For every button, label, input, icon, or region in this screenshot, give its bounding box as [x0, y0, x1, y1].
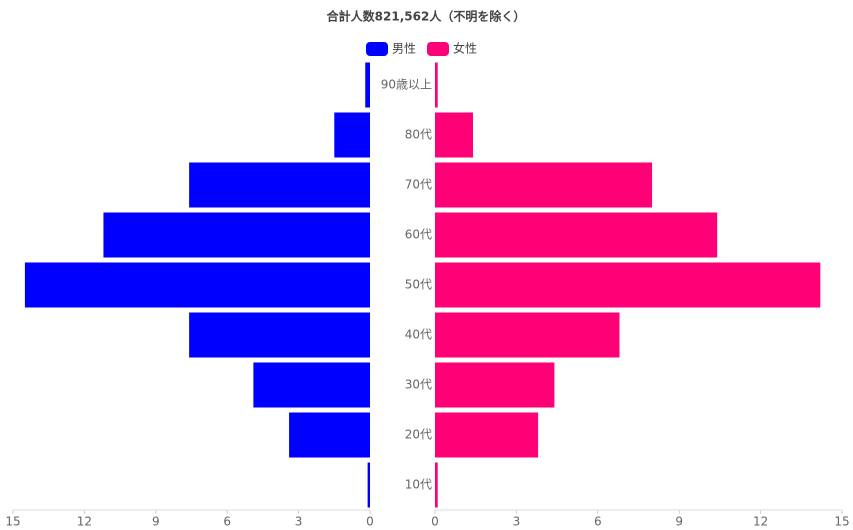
bar	[253, 362, 370, 408]
legend-label: 女性	[453, 41, 477, 56]
x-tick-label: 3	[295, 515, 303, 529]
bar	[435, 162, 653, 208]
bar	[103, 212, 370, 258]
x-tick-label: 12	[753, 515, 768, 529]
bar	[189, 312, 370, 358]
bar	[365, 62, 370, 108]
x-tick-label: 9	[675, 515, 683, 529]
bar	[435, 362, 555, 408]
category-label: 80代	[405, 128, 432, 142]
legend-label: 男性	[392, 42, 416, 56]
category-label: 70代	[405, 178, 432, 192]
bar	[435, 312, 620, 358]
bar	[334, 112, 370, 158]
category-label: 40代	[405, 328, 432, 342]
x-tick-label: 12	[77, 515, 92, 529]
bar	[435, 262, 821, 308]
bar	[435, 112, 473, 158]
chart-title: 合計人数821,562人（不明を除く）	[327, 9, 526, 24]
legend-swatch	[366, 42, 388, 56]
x-tick-label: 15	[834, 515, 849, 529]
x-tick-label: 0	[366, 515, 374, 529]
bar	[435, 62, 438, 108]
category-label: 50代	[405, 278, 432, 292]
x-tick-label: 6	[223, 515, 231, 529]
category-label: 10代	[405, 478, 432, 492]
legend-swatch	[427, 42, 449, 56]
bar	[24, 262, 371, 308]
bar	[435, 462, 438, 508]
bar	[435, 212, 718, 258]
x-tick-label: 3	[513, 515, 521, 529]
category-label: 60代	[405, 228, 432, 242]
bar	[367, 462, 370, 508]
category-label: 90歳以上	[381, 78, 432, 92]
x-tick-label: 6	[594, 515, 602, 529]
bar	[189, 162, 370, 208]
x-tick-label: 9	[152, 515, 160, 529]
x-tick-label: 15	[5, 515, 20, 529]
category-label: 20代	[405, 428, 432, 442]
x-tick-label: 0	[431, 515, 439, 529]
bar	[435, 412, 539, 458]
bar	[289, 412, 370, 458]
category-label: 30代	[405, 378, 432, 392]
